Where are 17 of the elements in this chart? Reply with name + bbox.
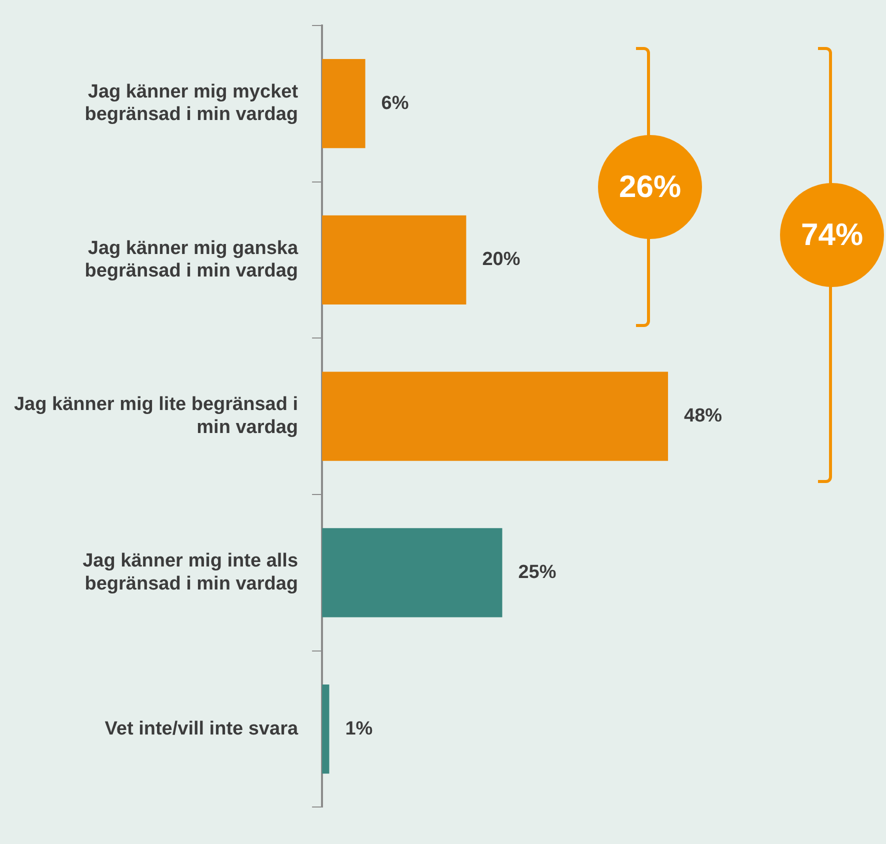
data-label: 6%: [381, 92, 409, 114]
annotation: 26%: [598, 134, 702, 239]
bar: [322, 372, 668, 461]
data-label: 48%: [684, 406, 722, 427]
y-tick-label: Jag känner mig inte alls begränsad i min vardag: [82, 550, 298, 594]
text: 74%: [780, 182, 884, 287]
y-tick-label: Jag känner mig lite begränsad i min vardag: [14, 394, 298, 438]
y-tick-label: Jag känner mig mycket begränsad i min vardag: [84, 81, 299, 126]
bar: [322, 59, 366, 148]
data-label: 20%: [482, 249, 520, 270]
data-label: 1%: [345, 718, 373, 740]
y-tick-label: Vet inte/vill inte svara: [104, 718, 298, 740]
bar: [322, 684, 330, 774]
bar: [322, 215, 466, 305]
y-tick-label: Jag känner mig ganska begränsad i min vardag: [84, 238, 298, 282]
data-label: 25%: [518, 562, 556, 583]
bar: [322, 528, 502, 618]
